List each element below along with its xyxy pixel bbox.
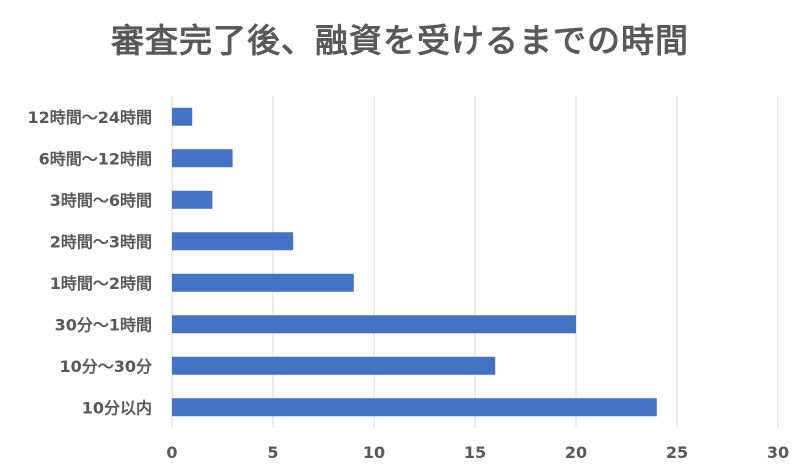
bar xyxy=(172,398,657,417)
x-tick-label: 0 xyxy=(166,443,177,462)
x-tick-label: 10 xyxy=(363,443,385,462)
category-labels: 12時間〜24時間 6時間〜12時間 3時間〜6時間 2時間〜3時間 1時間〜2時間 30… xyxy=(27,108,152,418)
category-label: 30分〜1時間 xyxy=(55,315,152,334)
bars xyxy=(172,107,657,417)
category-label: 2時間〜3時間 xyxy=(50,232,152,251)
x-tick-label: 15 xyxy=(464,443,486,462)
gridlines xyxy=(171,96,779,428)
bar xyxy=(172,232,294,251)
chart-title: 審査完了後、融資を受けるまでの時間 xyxy=(111,21,689,60)
x-tick-label: 30 xyxy=(767,443,789,462)
x-tick-label: 5 xyxy=(267,443,278,462)
category-label: 3時間〜6時間 xyxy=(50,191,152,210)
category-label: 6時間〜12時間 xyxy=(39,149,152,168)
bar xyxy=(172,356,496,375)
bar xyxy=(172,149,233,168)
x-tick-label: 20 xyxy=(565,443,587,462)
bar xyxy=(172,315,576,334)
x-tick-label: 25 xyxy=(666,443,688,462)
category-label: 1時間〜2時間 xyxy=(50,274,152,293)
category-label: 12時間〜24時間 xyxy=(27,108,152,127)
category-label: 10分〜30分 xyxy=(59,357,152,376)
x-axis-tick-labels: 0 5 10 15 20 25 30 xyxy=(166,443,789,462)
bar xyxy=(172,107,193,126)
bar xyxy=(172,273,354,292)
bar xyxy=(172,190,213,209)
category-label: 10分以内 xyxy=(82,398,152,417)
